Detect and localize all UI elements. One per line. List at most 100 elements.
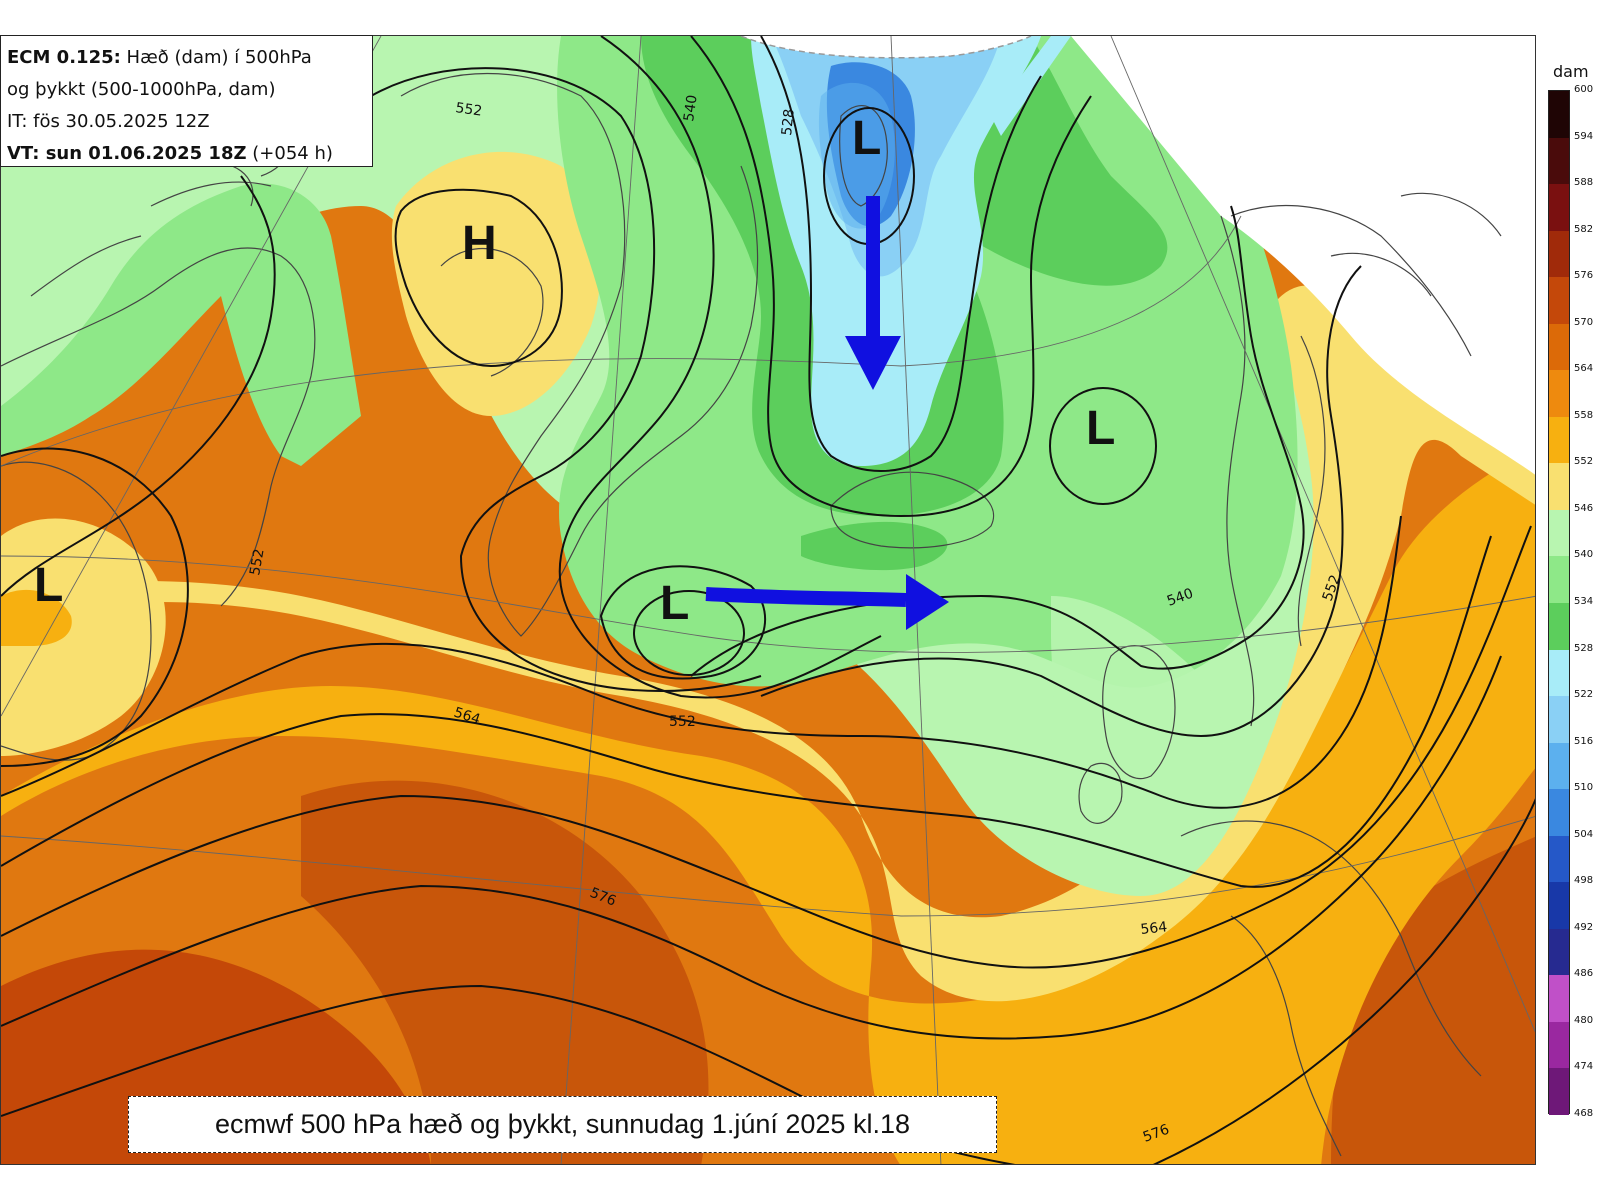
iceland-coast: [830, 471, 995, 549]
contour-522: [760, 36, 1042, 472]
colorbar-tick-label: 570: [1574, 316, 1594, 328]
colorbar-segment: [1549, 91, 1569, 139]
isoline-label: 552: [454, 100, 483, 120]
contour-552: [370, 67, 762, 692]
colorbar-segment: [1549, 742, 1569, 790]
colorbar-unit: dam: [1553, 62, 1589, 81]
sweden-coast: [1297, 335, 1326, 647]
low-pressure-label: L: [660, 577, 690, 630]
contour-552-ring: [599, 565, 767, 680]
thickness-570-area: [1331, 836, 1535, 1164]
contour-high-greenland: [394, 188, 563, 368]
weather-map: 552 540 528 552 552 564 540 552 576 564 …: [0, 35, 1536, 1165]
valid-time-line: VT: sun 01.06.2025 18Z (+054 h): [7, 138, 366, 170]
graticule-70n: [1, 215, 1242, 467]
colorbar-tick-label: 558: [1574, 409, 1594, 421]
colorbar-tick-label: 600: [1574, 84, 1594, 95]
thickness-534-area: [801, 521, 948, 571]
colorbar: [1548, 90, 1570, 1116]
colorbar-segment: [1549, 230, 1569, 278]
contour-564: [1, 535, 1492, 888]
arrow-south-head: [845, 336, 901, 390]
colorbar-tick-label: 582: [1574, 223, 1594, 235]
pole-gap-outline: [740, 36, 1032, 59]
movement-arrows: [705, 196, 949, 630]
model-line: ECM 0.125: Hæð (dam) í 500hPa: [7, 42, 366, 74]
thickness-528-area: [991, 36, 1071, 136]
map-canvas: 552 540 528 552 552 564 540 552 576 564 …: [1, 36, 1535, 1164]
contour-low-south-greenland: [633, 590, 745, 676]
thickness-546-area: [1033, 596, 1224, 860]
colorbar-tick-label: 498: [1574, 875, 1594, 887]
contour-570: [1, 525, 1532, 969]
colorbar-segment: [1549, 1021, 1569, 1069]
isoline-label: 540: [681, 94, 701, 123]
europe-coast: [1180, 820, 1482, 1077]
thickness-558-band: [1, 447, 1535, 1164]
canada-coast: [1, 247, 316, 607]
greenland-coast-inner: [440, 248, 544, 377]
colorbar-segment: [1549, 882, 1569, 930]
isoline-label: 528: [779, 108, 798, 136]
iberia-coast: [1230, 915, 1342, 1157]
graticule-meridian: [1110, 36, 1535, 1033]
arrow-east-head: [906, 574, 949, 630]
colorbar-tick-label: 516: [1574, 735, 1594, 747]
pole-gap: [741, 36, 1031, 58]
contour-low-norwegian-sea: [1049, 387, 1157, 505]
graticule-50n: [1, 816, 1535, 917]
thickness-552-patch: [391, 151, 601, 416]
colorbar-tick-label: 510: [1574, 782, 1594, 794]
colorbar-segment: [1549, 323, 1569, 371]
arrow-east-shaft: [705, 587, 907, 607]
colorbar-segment: [1549, 603, 1569, 651]
thickness-552-patch: [1, 518, 166, 756]
valid-time: VT: sun 01.06.2025 18Z: [7, 143, 247, 164]
contour-528: [690, 36, 1092, 518]
thickness-540-area: [1, 183, 361, 466]
canada-islands: [30, 181, 272, 297]
isoline-label: 564: [452, 705, 482, 729]
colorbar-tick-label: 594: [1574, 130, 1594, 142]
thickness-558-patch: [1, 589, 72, 646]
isoline-label: 552: [669, 714, 696, 730]
initial-time: IT: fös 30.05.2025 12Z: [7, 111, 210, 132]
colorbar-segment: [1549, 184, 1569, 232]
graticule-meridian: [560, 36, 642, 1164]
contour-546-east: [760, 265, 1362, 738]
isoline-label: 552: [247, 548, 267, 577]
lead-time: (+054 h): [246, 143, 333, 164]
colorbar-tick-label: 528: [1574, 642, 1594, 654]
forecast-info-box: ECM 0.125: Hæð (dam) í 500hPa og þykkt (…: [0, 35, 373, 167]
norway-coast: [1220, 215, 1255, 727]
isoline-label: 564: [1140, 919, 1168, 938]
colorbar-tick-label: 486: [1574, 968, 1594, 980]
colorbar-tick-label: 468: [1574, 1108, 1594, 1119]
russia-coast: [1230, 192, 1502, 357]
colorbar-tick-label: 546: [1574, 502, 1594, 514]
thickness-line: og þykkt (500-1000hPa, dam): [7, 79, 276, 100]
thickness-570-area: [301, 780, 709, 1164]
map-caption: ecmwf 500 hPa hæð og þykkt, sunnudag 1.j…: [128, 1096, 997, 1153]
colorbar-segment: [1549, 975, 1569, 1023]
colorbar-segment: [1549, 556, 1569, 604]
colorbar-tick-label: 534: [1574, 596, 1594, 607]
colorbar-tick-label: 576: [1574, 270, 1594, 282]
greenland-coast: [400, 72, 759, 637]
colorbar-tick-label: 492: [1574, 921, 1594, 933]
high-pressure-label: H: [462, 217, 497, 270]
colorbar-segment: [1549, 463, 1569, 511]
colorbar-segment: [1549, 370, 1569, 418]
unmapped-area: [1071, 36, 1535, 475]
model-name: ECM 0.125:: [7, 47, 121, 68]
contour-540: [558, 36, 882, 699]
colorbar-tick-label: 564: [1574, 363, 1594, 375]
ireland-coast: [1078, 762, 1123, 824]
colorbar-tick-label: 522: [1574, 689, 1594, 701]
colorbar-tick-label: 552: [1574, 456, 1594, 468]
low-pressure-label: L: [34, 559, 64, 612]
colorbar-segment: [1549, 835, 1569, 883]
colorbar-segment: [1549, 928, 1569, 976]
colorbar-segment: [1549, 137, 1569, 185]
contour-low-west: [1, 447, 189, 767]
